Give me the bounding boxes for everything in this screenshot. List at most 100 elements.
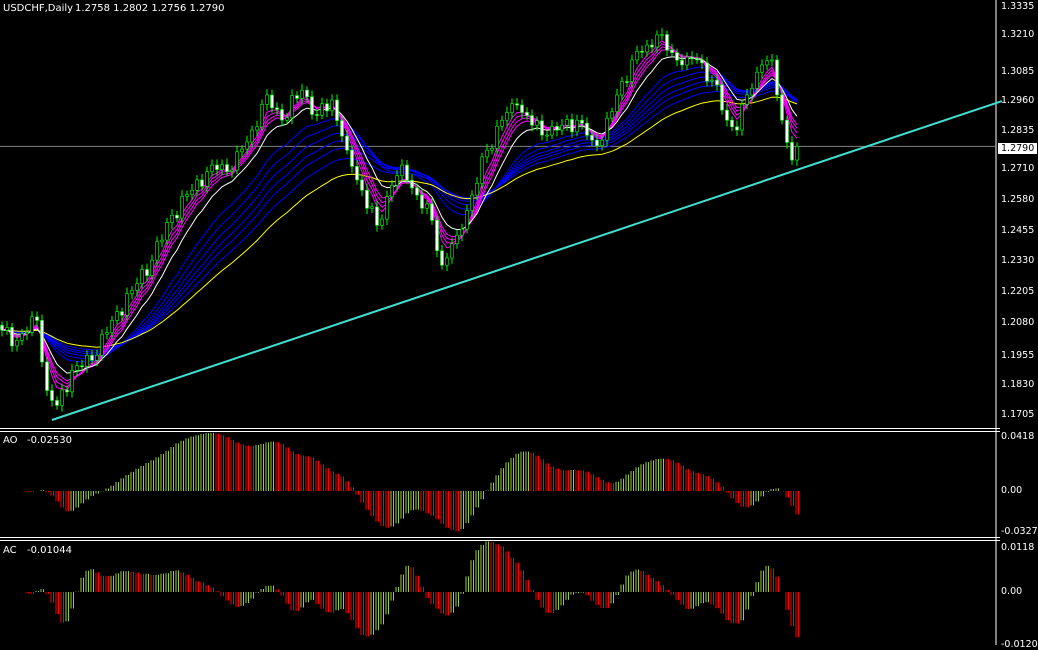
bull-candle [480, 156, 484, 184]
bull-candle [160, 239, 164, 243]
ao-axis-label: 0.00 [1001, 485, 1023, 496]
bull-candle [60, 389, 64, 406]
ao-axis-label: -0.0327 [1001, 526, 1038, 537]
bear-candle [675, 52, 679, 61]
bear-candle [785, 119, 789, 143]
bull-candle [565, 119, 569, 126]
bear-candle [695, 58, 699, 61]
bull-candle [300, 89, 304, 99]
bull-candle [130, 290, 134, 295]
bear-candle [590, 135, 594, 141]
bear-candle [790, 142, 794, 161]
bear-candle [525, 112, 529, 116]
bull-candle [385, 196, 389, 220]
ma-blue-line [1, 90, 798, 351]
bull-candle [545, 134, 549, 137]
bull-candle [490, 148, 494, 151]
bear-candle [325, 103, 329, 112]
ac-value: -0.01044 [27, 545, 72, 556]
bull-candle [535, 120, 539, 126]
price-axis-label: 1.1830 [1001, 379, 1035, 390]
bull-candle [155, 241, 159, 261]
bull-candle [320, 103, 324, 116]
bear-candle [430, 203, 434, 221]
bull-candle [560, 124, 564, 131]
bull-candle [95, 355, 99, 361]
bull-candle [5, 327, 9, 331]
bear-candle [670, 49, 674, 53]
bull-candle [765, 60, 769, 66]
bull-candle [15, 340, 19, 347]
bear-candle [145, 269, 149, 276]
bear-candle [405, 164, 409, 181]
price-axis-label: 1.3210 [1001, 29, 1035, 40]
ma-magenta-line [1, 40, 798, 391]
bear-candle [650, 44, 654, 48]
bear-candle [280, 109, 284, 121]
ac-label: AC [3, 545, 17, 556]
bear-candle [680, 59, 684, 66]
bear-candle [270, 94, 274, 109]
ma-blue-line [1, 71, 798, 360]
ao-axis-label: 0.0418 [1001, 431, 1035, 442]
bear-candle [570, 119, 574, 133]
ma-white-line [1, 56, 798, 374]
bear-candle [80, 365, 84, 368]
bull-candle [20, 333, 24, 341]
bull-candle [265, 94, 269, 105]
bull-candle [230, 169, 234, 172]
bull-candle [600, 139, 604, 146]
bear-candle [625, 81, 629, 83]
bull-candle [655, 34, 659, 48]
price-axis-label: 1.1955 [1001, 350, 1035, 361]
bull-candle [495, 125, 499, 149]
bear-candle [775, 59, 779, 96]
bear-candle [640, 50, 644, 53]
bull-candle [255, 126, 259, 131]
bull-candle [250, 129, 254, 143]
bear-candle [580, 119, 584, 124]
bear-candle [310, 96, 314, 115]
ma-magenta-line [1, 49, 798, 382]
bull-candle [180, 196, 184, 219]
bull-candle [465, 210, 469, 230]
bull-candle [285, 117, 289, 121]
bear-candle [720, 84, 724, 111]
trendline [51, 100, 1003, 421]
bull-candle [75, 365, 79, 371]
bull-candle [475, 183, 479, 196]
price-axis-label: 1.2835 [1001, 125, 1035, 136]
bull-candle [685, 56, 689, 66]
bull-candle [455, 234, 459, 245]
bear-candle [715, 79, 719, 86]
bear-candle [585, 122, 589, 136]
bull-candle [460, 228, 464, 236]
price-axis-label: 1.2455 [1001, 225, 1035, 236]
bull-candle [550, 126, 554, 136]
bear-candle [555, 126, 559, 131]
bull-candle [125, 293, 129, 316]
bull-candle [245, 141, 249, 150]
bull-candle [660, 34, 664, 36]
bull-candle [100, 333, 104, 356]
bear-candle [275, 107, 279, 110]
bear-candle [295, 95, 299, 99]
bear-candle [0, 324, 4, 331]
bull-candle [170, 214, 174, 223]
bull-candle [150, 259, 154, 276]
bull-candle [770, 59, 774, 62]
bear-candle [305, 89, 309, 98]
bear-candle [215, 164, 219, 170]
ao-label: AO [3, 435, 18, 446]
bull-candle [605, 117, 609, 141]
bear-candle [50, 390, 54, 401]
bear-candle [735, 126, 739, 131]
bear-candle [355, 166, 359, 181]
bear-candle [315, 114, 319, 116]
bull-candle [470, 194, 474, 211]
bear-candle [420, 194, 424, 209]
ac-axis-label: -0.0120 [1001, 639, 1038, 650]
bear-candle [665, 34, 669, 51]
bear-candle [120, 311, 124, 316]
